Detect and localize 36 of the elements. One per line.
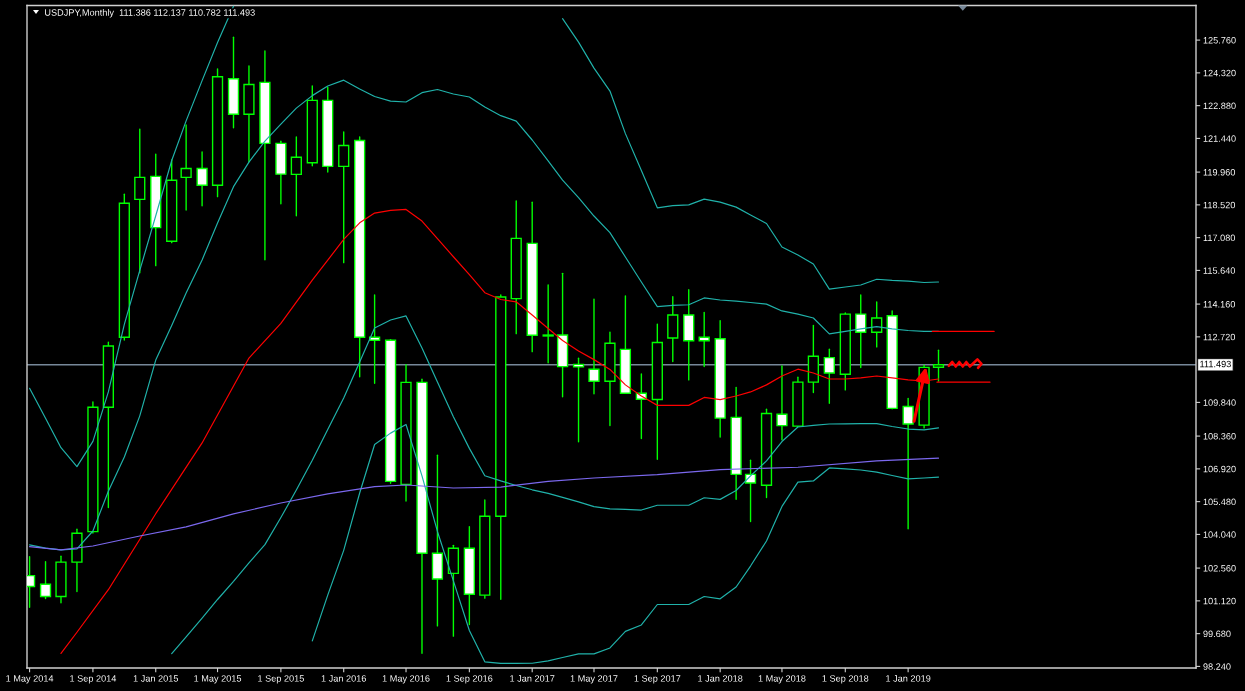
x-tick-label: 1 Jan 2019 bbox=[886, 675, 931, 682]
y-tick-label: 108.360 bbox=[1203, 433, 1236, 440]
x-tick-label: 1 Jan 2018 bbox=[698, 675, 743, 682]
x-tick-label: 1 Jan 2017 bbox=[510, 675, 555, 682]
y-tick-label: 121.440 bbox=[1203, 135, 1236, 142]
y-tick-label: 102.560 bbox=[1203, 565, 1236, 572]
x-tick-label: 1 May 2016 bbox=[382, 675, 430, 684]
ref-line-label: 111.493 bbox=[1200, 360, 1231, 368]
x-tick-label: 1 Jan 2016 bbox=[321, 675, 366, 682]
y-tick-label: 115.640 bbox=[1203, 267, 1236, 274]
y-tick-label: 104.040 bbox=[1203, 531, 1236, 538]
x-tick-label: 1 Sep 2018 bbox=[822, 675, 869, 684]
y-tick-label: 119.960 bbox=[1203, 169, 1236, 176]
x-tick-label: 1 May 2015 bbox=[194, 675, 242, 684]
y-tick-label: 105.480 bbox=[1203, 498, 1236, 506]
y-tick-label: 98.240 bbox=[1203, 663, 1231, 670]
x-tick-label: 1 May 2017 bbox=[570, 675, 618, 684]
x-tick-label: 1 May 2018 bbox=[758, 675, 806, 684]
y-tick-label: 125.760 bbox=[1203, 37, 1236, 44]
y-tick-label: 112.720 bbox=[1203, 333, 1236, 341]
x-tick-label: 1 Sep 2017 bbox=[634, 675, 681, 684]
x-tick-label: 1 Jan 2015 bbox=[133, 675, 179, 682]
x-tick-label: 1 Sep 2015 bbox=[258, 675, 304, 684]
x-tick-label: 1 Sep 2014 bbox=[70, 675, 117, 684]
y-tick-label: 124.320 bbox=[1203, 69, 1236, 77]
y-tick-label: 99.680 bbox=[1203, 630, 1231, 638]
y-tick-label: 101.120 bbox=[1203, 597, 1236, 605]
y-tick-label: 106.920 bbox=[1203, 465, 1236, 473]
y-tick-label: 118.520 bbox=[1203, 201, 1236, 209]
y-tick-label: 114.160 bbox=[1203, 301, 1236, 308]
x-tick-label: 1 May 2014 bbox=[6, 675, 54, 684]
y-tick-label: 117.080 bbox=[1203, 234, 1236, 242]
y-tick-label: 122.880 bbox=[1203, 102, 1236, 110]
y-tick-label: 109.840 bbox=[1203, 399, 1236, 406]
chart-title: USDJPY,Monthly 111.386 112.137 110.782 111.493 bbox=[45, 9, 255, 18]
x-tick-label: 1 Sep 2016 bbox=[446, 675, 493, 684]
